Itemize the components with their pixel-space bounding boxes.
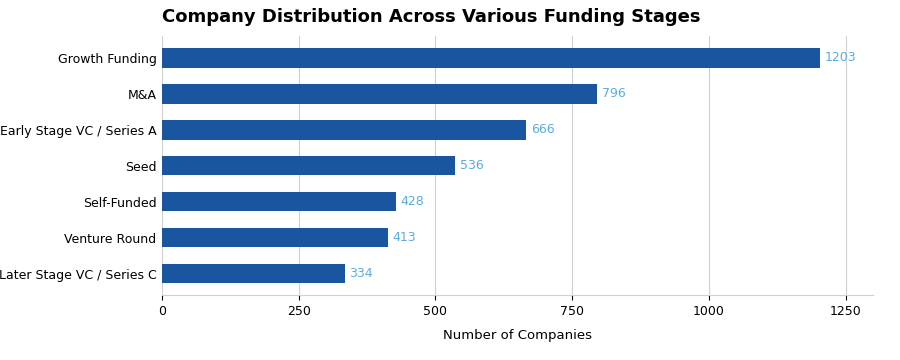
Bar (162, 84, 598, 104)
Text: 666: 666 (531, 123, 554, 136)
Text: 428: 428 (400, 195, 424, 208)
Text: 536: 536 (460, 159, 483, 172)
Bar (162, 156, 455, 175)
Bar (162, 192, 396, 211)
Bar (162, 228, 388, 247)
Text: 796: 796 (602, 87, 626, 100)
Text: 334: 334 (349, 267, 373, 280)
X-axis label: Number of Companies: Number of Companies (443, 329, 592, 342)
Bar (162, 120, 526, 140)
Text: Company Distribution Across Various Funding Stages: Company Distribution Across Various Fund… (162, 8, 700, 26)
Bar (162, 48, 820, 68)
Text: 413: 413 (392, 231, 416, 244)
Bar (162, 264, 345, 283)
Text: 1203: 1203 (824, 51, 856, 64)
